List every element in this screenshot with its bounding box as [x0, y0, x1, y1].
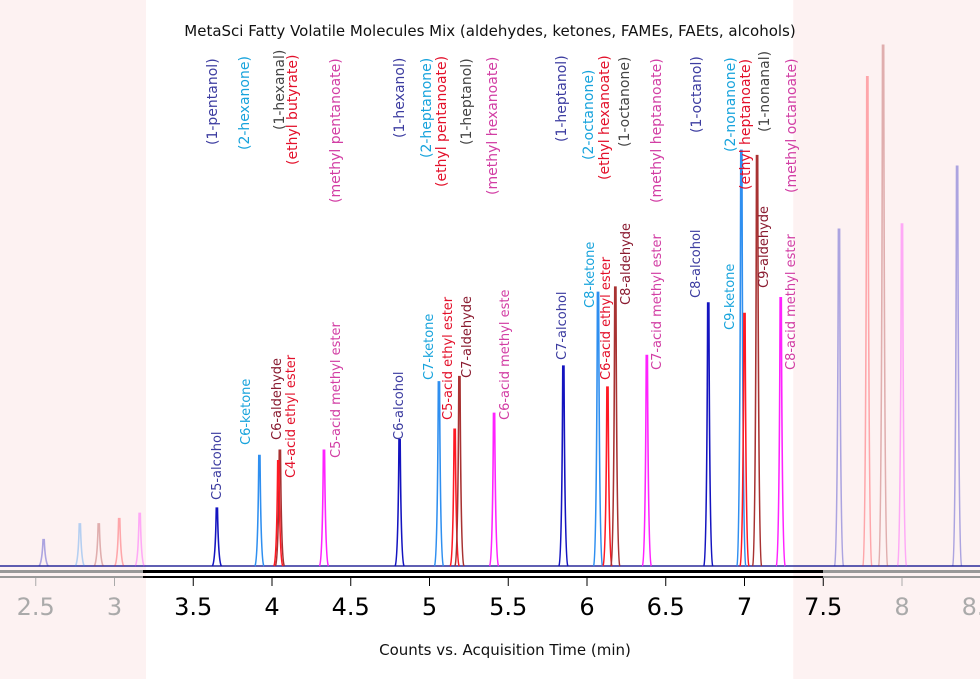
faded-peak	[74, 523, 86, 567]
peak-label: C4-acid ethyl ester	[284, 354, 299, 478]
peak-ketone	[254, 454, 265, 567]
x-axis-label: Counts vs. Acquisition Time (min)	[379, 641, 631, 659]
peak-label: C6-ketone	[239, 378, 254, 445]
peak-label: C8-alcohol	[689, 229, 704, 298]
peak-ethyl_ester	[602, 386, 613, 567]
x-tick-label: 6.5	[647, 593, 685, 621]
x-tick-label: 7.5	[804, 593, 842, 621]
peak-label: C8-acid methyl ester	[784, 234, 799, 370]
peak-ketone	[433, 381, 445, 567]
peak-ethyl_ester	[273, 460, 284, 567]
compound-name: (1-octanone)	[617, 56, 633, 147]
peak-label: C6-acid ethyl ester	[599, 256, 614, 380]
compound-name: (methyl pentanoate)	[328, 58, 344, 203]
compound-name: (1-octanol)	[689, 56, 705, 133]
faded-peak	[862, 76, 873, 567]
peak-label: C9-ketone	[723, 263, 738, 330]
peak-label: C8-aldehyde	[619, 222, 634, 305]
peak-alcohol	[703, 302, 714, 567]
peak-label: C9-aldehyde	[757, 205, 772, 288]
x-tick-label: 5.5	[489, 593, 527, 621]
peak-label: C5-alcohol	[210, 431, 225, 500]
peak-alcohol	[211, 507, 223, 567]
faded-peak	[877, 44, 889, 567]
peak-methyl_ester	[641, 354, 653, 567]
x-tick-label: 8.5	[962, 593, 980, 621]
faded-peak	[113, 517, 125, 567]
peak-aldehyde	[610, 286, 621, 567]
peak-label: C7-aldehyde	[460, 295, 475, 378]
peak-ketone	[592, 291, 604, 567]
peak-methyl_ester	[775, 296, 786, 567]
axis-line	[143, 570, 823, 573]
peak-aldehyde	[751, 154, 763, 567]
compound-name: (methyl heptanoate)	[649, 58, 665, 203]
peak-methyl_ester	[488, 412, 500, 567]
peak-alcohol	[558, 365, 569, 567]
axis-line-lower	[143, 576, 823, 578]
x-tick-label: 4.5	[332, 593, 370, 621]
faded-peak	[93, 523, 104, 567]
compound-name: (1-hexanol)	[392, 57, 408, 138]
peak-label: C8-ketone	[583, 241, 598, 308]
compound-name: (1-pentanol)	[205, 58, 221, 145]
x-tick-label: 8	[894, 593, 909, 621]
compound-name: (1-nonanal)	[757, 50, 773, 132]
peak-label: C5-acid methyl ester	[329, 322, 344, 458]
x-tick-label: 2.5	[17, 593, 55, 621]
faded-peak	[951, 165, 963, 567]
peak-label: C7-alcohol	[555, 291, 570, 360]
peak-ethyl_ester	[739, 312, 750, 567]
peak-label: C7-acid methyl ester	[650, 234, 665, 370]
x-tick-label: 5	[422, 593, 437, 621]
faded-peak	[896, 223, 908, 567]
compound-name: (2-heptanone)	[419, 57, 435, 158]
compound-name: (ethyl heptanoate)	[738, 58, 754, 190]
peak-ethyl_ester	[449, 428, 460, 567]
faded-peak	[38, 538, 49, 567]
compound-name: (1-heptanol)	[554, 55, 570, 142]
peak-ketone	[736, 149, 747, 567]
faded-peak	[134, 512, 145, 567]
compound-name: (1-heptanol)	[459, 58, 475, 145]
compound-name: (2-nonanone)	[723, 57, 739, 152]
peak-methyl_ester	[318, 449, 330, 567]
peak-label: C6-aldehyde	[270, 357, 285, 440]
peak-alcohol	[394, 438, 405, 567]
x-tick-label: 3.5	[174, 593, 212, 621]
compound-name: (2-hexanone)	[237, 56, 253, 150]
compound-name: (ethyl pentanoate)	[434, 55, 450, 187]
chart-title: MetaSci Fatty Volatile Molecules Mix (al…	[184, 22, 796, 40]
x-tick-label: 4	[264, 593, 279, 621]
peak-label: C5-acid ethyl ester	[441, 296, 456, 420]
faded-peak	[833, 228, 845, 567]
compound-name: (ethyl hexanoate)	[597, 55, 613, 180]
compound-name: (methyl hexanoate)	[485, 56, 501, 195]
compound-name: (2-octanone)	[581, 69, 597, 160]
compound-name: (methyl octanoate)	[784, 58, 800, 193]
x-tick-label: 3	[107, 593, 122, 621]
peak-aldehyde	[454, 375, 465, 567]
peak-label: C6-acid methyl este	[498, 289, 513, 420]
peak-label: C7-ketone	[422, 313, 437, 380]
x-tick-label: 7	[737, 593, 752, 621]
compound-name: (ethyl butyrate)	[285, 54, 301, 166]
peak-aldehyde	[274, 449, 286, 567]
peak-label: C6-alcohol	[392, 371, 407, 440]
x-tick-label: 6	[579, 593, 594, 621]
